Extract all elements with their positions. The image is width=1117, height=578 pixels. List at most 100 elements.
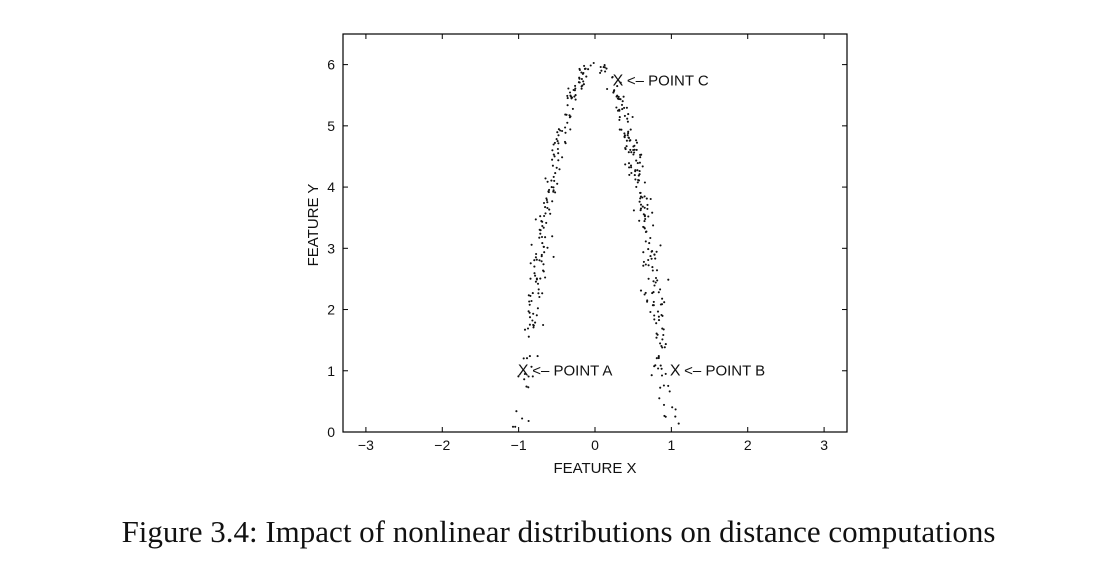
scatter-point (632, 209, 635, 212)
scatter-point (639, 289, 643, 292)
scatter-point (655, 250, 658, 253)
y-tick-label: 1 (327, 363, 335, 379)
scatter-point (567, 87, 570, 90)
scatter-point (642, 260, 645, 263)
scatter-point (637, 174, 640, 177)
scatter-point (656, 333, 659, 336)
scatter-point (564, 142, 567, 145)
scatter-point (580, 71, 583, 74)
scatter-point (537, 288, 540, 291)
scatter-point (552, 153, 555, 156)
scatter-point (619, 81, 622, 84)
point-b-marker: X (670, 363, 681, 380)
scatter-point (648, 242, 651, 245)
scatter-point (523, 328, 527, 331)
x-tick-label: 0 (591, 437, 599, 453)
scatter-point (623, 106, 626, 109)
scatter-point (545, 197, 548, 200)
scatter-point (556, 140, 559, 143)
scatter-point (569, 115, 572, 118)
scatter-point (638, 170, 641, 173)
scatter-point (639, 191, 642, 194)
scatter-point (662, 384, 665, 387)
scatter-point (543, 251, 546, 254)
scatter-point (569, 95, 573, 98)
scatter-point (627, 151, 630, 154)
scatter-point (649, 197, 652, 201)
scatter-point (668, 390, 671, 393)
scatter-point (546, 201, 549, 204)
scatter-point (564, 126, 567, 129)
scatter-point (621, 100, 624, 103)
scatter-point (644, 240, 647, 243)
scatter-point (642, 225, 645, 228)
scatter-point (542, 323, 545, 327)
scatter-point (548, 208, 551, 211)
scatter-point (647, 215, 650, 218)
scatter-point (534, 218, 537, 221)
point-a-label: <– POINT A (532, 363, 612, 380)
scatter-point (667, 278, 670, 281)
scatter-point (660, 367, 663, 370)
scatter-point (643, 206, 646, 209)
scatter-point (628, 173, 631, 176)
scatter-point (623, 134, 627, 137)
scatter-point (527, 419, 530, 423)
scatter-point (627, 130, 630, 133)
scatter-point (578, 81, 581, 84)
y-tick-label: 6 (327, 57, 335, 73)
scatter-point (641, 205, 644, 208)
scatter-point (649, 255, 652, 258)
scatter-point (635, 159, 638, 162)
scatter-point (647, 248, 650, 251)
scatter-point (634, 178, 637, 181)
scatter-point (626, 117, 629, 120)
scatter-point (638, 219, 641, 222)
scatter-point (527, 335, 530, 338)
scatter-point (618, 118, 621, 121)
scatter-point (557, 134, 560, 137)
scatter-point (558, 168, 561, 171)
scatter-point (652, 280, 655, 283)
scatter-point (661, 314, 664, 317)
scatter-point (546, 180, 549, 183)
scatter-point (639, 156, 642, 159)
y-tick-label: 2 (327, 302, 335, 318)
scatter-point (616, 97, 619, 100)
x-tick-label: 3 (820, 437, 828, 453)
scatter-point (651, 266, 654, 269)
scatter-point (551, 149, 554, 152)
scatter-point (580, 87, 583, 90)
scatter-point (632, 145, 635, 148)
scatter-point (643, 220, 646, 223)
scatter-point (537, 292, 540, 295)
scatter-point (550, 179, 553, 182)
scatter-point (643, 215, 646, 218)
scatter-point (539, 277, 542, 280)
scatter-point (656, 279, 659, 282)
scatter-point (654, 276, 658, 280)
scatter-point (642, 251, 645, 254)
scatter-point (578, 76, 581, 79)
scatter-point (647, 258, 650, 262)
scatter-point (662, 403, 666, 406)
scatter-point (647, 277, 650, 280)
scatter-point (566, 121, 569, 124)
scatter-point (605, 67, 608, 70)
scatter-point (547, 191, 550, 194)
scatter-point (636, 162, 639, 165)
y-axis-label: FEATURE Y (305, 184, 322, 267)
scatter-point (603, 66, 606, 69)
scatter-point (655, 357, 658, 360)
x-axis-label: FEATURE X (553, 460, 636, 477)
scatter-point (534, 280, 537, 283)
scatter-point (542, 270, 545, 273)
scatter-point (529, 294, 532, 297)
scatter-point (663, 414, 666, 417)
scatter-point (534, 321, 537, 324)
scatter-point (635, 141, 639, 144)
scatter-point (572, 88, 575, 92)
scatter-point (538, 228, 541, 231)
scatter-point (533, 259, 536, 262)
